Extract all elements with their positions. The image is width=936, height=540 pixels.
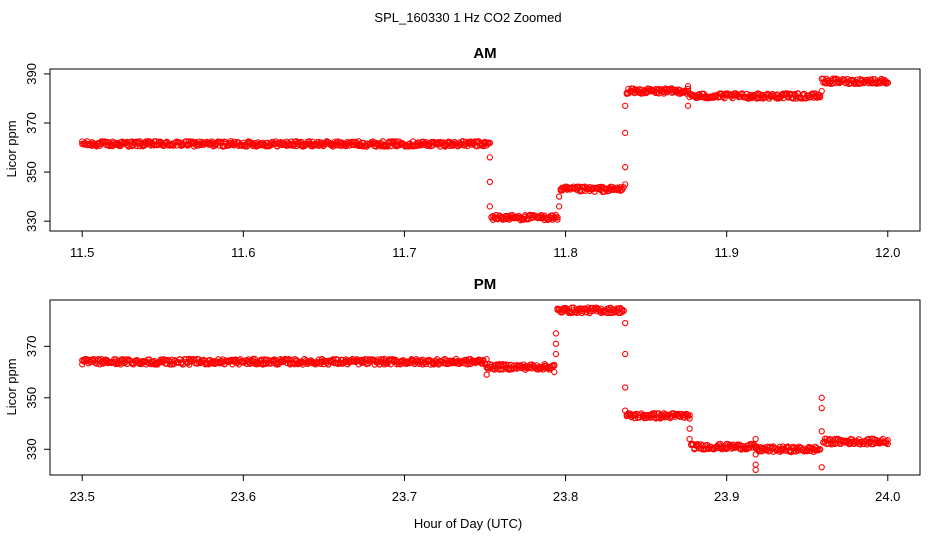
pm-transition-point bbox=[818, 464, 825, 471]
pm-x-tick-label: 24.0 bbox=[875, 489, 900, 504]
pm-data-point bbox=[522, 366, 529, 373]
pm-x-tick-label: 23.8 bbox=[553, 489, 578, 504]
am-data-point bbox=[850, 77, 858, 84]
pm-transition-point bbox=[483, 371, 490, 378]
am-data-point bbox=[638, 86, 645, 93]
am-y-tick-label: 370 bbox=[24, 112, 39, 134]
pm-data-point bbox=[884, 437, 891, 444]
am-x-tick-label: 11.5 bbox=[70, 245, 94, 260]
am-y-axis-label: Licor ppm bbox=[4, 120, 19, 177]
am-y-tick-label: 350 bbox=[24, 161, 39, 183]
pm-x-tick-label: 23.5 bbox=[70, 489, 95, 504]
pm-transition-point bbox=[551, 368, 558, 376]
pm-point-group bbox=[79, 304, 891, 473]
am-transition-point bbox=[555, 203, 563, 210]
am-data-point bbox=[878, 75, 885, 83]
pm-transition-point bbox=[752, 461, 759, 468]
am-transition-point bbox=[622, 181, 629, 188]
am-transition-point bbox=[486, 154, 493, 161]
am-panel-title: AM bbox=[473, 45, 496, 62]
pm-x-tick-label: 23.7 bbox=[392, 489, 417, 504]
am-transition-point bbox=[486, 203, 493, 210]
am-x-tick-label: 11.7 bbox=[392, 245, 416, 260]
pm-panel-title: PM bbox=[474, 276, 497, 293]
am-transition-point bbox=[622, 102, 629, 109]
pm-data-point bbox=[686, 411, 693, 419]
am-transition-point bbox=[555, 193, 563, 200]
pm-transition-point bbox=[552, 340, 560, 347]
pm-transition-point bbox=[818, 428, 825, 435]
pm-transition-point bbox=[622, 407, 629, 414]
pm-data-point bbox=[551, 361, 558, 369]
am-transition-point bbox=[622, 164, 629, 171]
am-data-point bbox=[554, 216, 561, 223]
am-transition-point bbox=[486, 178, 493, 186]
pm-data-point bbox=[792, 448, 800, 455]
pm-data-point bbox=[816, 446, 824, 453]
am-data-point bbox=[554, 214, 561, 221]
am-y-tick-label: 390 bbox=[24, 63, 39, 85]
pm-data-point bbox=[620, 307, 627, 314]
pm-y-axis-label: Licor ppm bbox=[4, 358, 19, 415]
pm-transition-point bbox=[552, 350, 560, 358]
pm-plot-frame bbox=[49, 299, 921, 476]
pm-transition-point bbox=[622, 384, 629, 391]
pm-transition-point bbox=[818, 394, 825, 401]
am-transition-point bbox=[818, 75, 825, 82]
pm-panel: PM Licor ppm 23.5 23.6 23.7 23.8 23.9 24.0 330… bbox=[4, 276, 921, 504]
pm-x-tick-label: 23.9 bbox=[714, 489, 739, 504]
pm-transition-point bbox=[686, 435, 693, 443]
am-data-point bbox=[352, 138, 359, 146]
am-data-point bbox=[486, 139, 493, 147]
pm-tick-group: 23.5 23.6 23.7 23.8 23.9 24.0 330 350 370 bbox=[24, 335, 900, 504]
am-y-tick-label: 330 bbox=[24, 210, 39, 232]
am-plot-frame bbox=[49, 68, 921, 232]
am-data-point bbox=[756, 90, 763, 98]
pm-transition-point bbox=[622, 350, 629, 358]
pm-transition-point bbox=[752, 466, 759, 473]
pm-transition-point bbox=[752, 451, 759, 458]
am-x-tick-label: 11.6 bbox=[231, 245, 255, 260]
x-axis-label: Hour of Day (UTC) bbox=[414, 516, 522, 531]
am-transition-point bbox=[684, 83, 692, 90]
pm-data-point bbox=[884, 440, 891, 448]
am-data-point bbox=[826, 79, 833, 86]
pm-transition-point bbox=[818, 404, 825, 412]
am-transition-point bbox=[684, 102, 692, 109]
pm-y-tick-label: 350 bbox=[24, 387, 39, 409]
am-x-tick-label: 11.8 bbox=[553, 245, 577, 260]
pm-transition-point bbox=[622, 320, 629, 327]
pm-transition-point bbox=[483, 356, 490, 363]
pm-data-point bbox=[813, 444, 821, 452]
am-transition-point bbox=[818, 87, 825, 95]
figure-title: SPL_160330 1 Hz CO2 Zoomed bbox=[374, 10, 561, 25]
am-data-point bbox=[192, 139, 199, 146]
pm-data-point bbox=[686, 415, 693, 422]
pm-transition-point bbox=[752, 435, 759, 443]
pm-y-tick-label: 330 bbox=[24, 438, 39, 460]
pm-data-point bbox=[206, 356, 214, 364]
am-data-point bbox=[493, 211, 500, 219]
pm-transition-point bbox=[552, 330, 560, 337]
am-point-group bbox=[79, 75, 891, 224]
am-x-tick-label: 12.0 bbox=[875, 245, 900, 260]
am-data-point bbox=[266, 143, 273, 150]
pm-data-point bbox=[248, 356, 255, 364]
am-transition-point bbox=[622, 129, 629, 136]
pm-y-tick-label: 370 bbox=[24, 335, 39, 357]
pm-x-tick-label: 23.6 bbox=[231, 489, 256, 504]
am-data-point bbox=[884, 79, 891, 86]
am-panel: AM Licor ppm 11.5 11.6 11.7 11.8 11.9 12.0 330… bbox=[4, 45, 921, 260]
am-x-tick-label: 11.9 bbox=[714, 245, 738, 260]
pm-transition-point bbox=[686, 425, 693, 432]
pm-data-point bbox=[704, 441, 711, 449]
am-tick-group: 11.5 11.6 11.7 11.8 11.9 12.0 330 350 370 390 bbox=[24, 63, 900, 260]
